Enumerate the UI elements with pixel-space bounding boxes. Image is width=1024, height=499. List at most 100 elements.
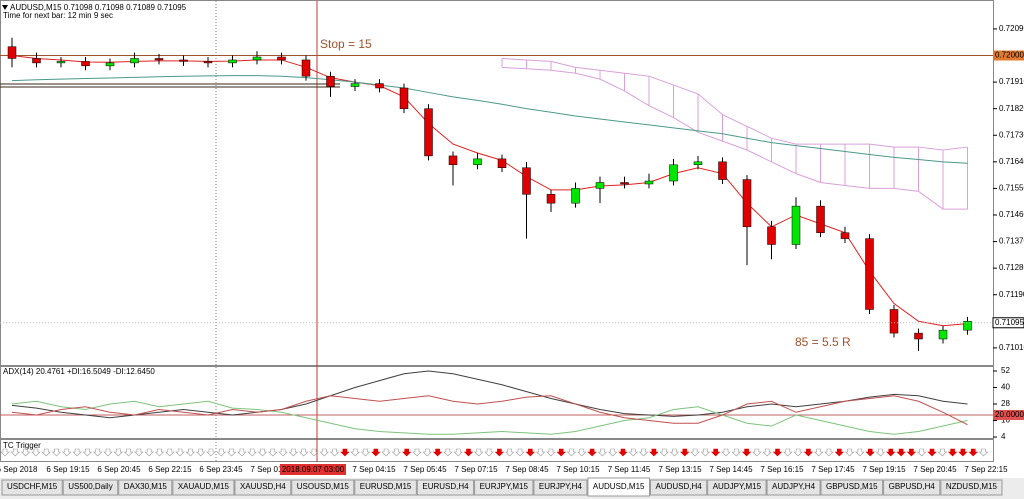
trigger-arrow bbox=[62, 448, 72, 457]
tab[interactable]: GBPUSD,M15 bbox=[820, 479, 884, 496]
trigger-arrow bbox=[216, 448, 227, 457]
tab-background[interactable] bbox=[1, 479, 63, 496]
trigger-arrow bbox=[659, 448, 669, 457]
time-axis bbox=[0, 463, 1024, 478]
tab-label[interactable]: EURJPY,M15 bbox=[480, 482, 529, 491]
trigger-arrow bbox=[195, 448, 206, 457]
trigger-arrow bbox=[51, 448, 62, 457]
tab[interactable]: EURJPY,M15 bbox=[474, 479, 534, 496]
trigger-arrow bbox=[412, 448, 422, 457]
tab-background[interactable] bbox=[766, 479, 821, 496]
candle-body bbox=[424, 108, 433, 157]
tab-background[interactable] bbox=[172, 479, 235, 496]
tab[interactable]: GBPUSD,H4 bbox=[883, 479, 941, 496]
trigger-arrow bbox=[710, 448, 721, 457]
trigger-arrow bbox=[968, 448, 978, 457]
tab[interactable]: AUDUSD,H4 bbox=[649, 479, 708, 496]
tab-background[interactable] bbox=[707, 479, 767, 496]
tab[interactable]: EURUSD,H4 bbox=[416, 479, 475, 496]
tab-label[interactable]: AUDJPY,H4 bbox=[772, 482, 816, 491]
tab-background[interactable] bbox=[354, 479, 417, 496]
collapse-icon[interactable] bbox=[2, 5, 8, 10]
trigger-arrow bbox=[309, 448, 319, 457]
trigger-arrow bbox=[813, 448, 824, 457]
trigger-arrow bbox=[772, 448, 783, 457]
tab-background[interactable] bbox=[62, 479, 119, 496]
main-panel bbox=[0, 0, 994, 366]
tab[interactable]: NZDUSD,M15 bbox=[940, 479, 1003, 496]
trigger-arrow bbox=[453, 448, 463, 457]
trigger-arrow bbox=[875, 448, 886, 457]
tab-label[interactable]: GBPUSD,M15 bbox=[826, 482, 878, 491]
tab-background[interactable] bbox=[820, 479, 884, 496]
tab-background[interactable] bbox=[118, 479, 173, 496]
tab[interactable]: USOUSD,M15 bbox=[291, 479, 355, 496]
price-label: 0.71095 bbox=[995, 318, 1024, 327]
tab-label[interactable]: AUDJPY,M15 bbox=[713, 482, 762, 491]
tab[interactable]: DAX30,M15 bbox=[118, 479, 173, 496]
trigger-arrow bbox=[298, 448, 309, 457]
trigger-arrow bbox=[628, 448, 639, 457]
tab-label[interactable]: EURUSD,H4 bbox=[422, 482, 469, 491]
trigger-arrow bbox=[886, 448, 896, 457]
tab[interactable]: USDCHF,M15 bbox=[1, 479, 63, 496]
tab-background[interactable] bbox=[291, 479, 355, 496]
tab-label[interactable]: EURUSD,M15 bbox=[360, 482, 412, 491]
tab-background[interactable] bbox=[533, 479, 588, 496]
tab[interactable]: XAUUSD,H4 bbox=[234, 479, 292, 496]
tab-background[interactable] bbox=[416, 479, 475, 496]
moving-average bbox=[11, 55, 968, 327]
trigger-arrow bbox=[443, 448, 453, 457]
trigger-arrow bbox=[20, 448, 31, 457]
trigger-arrow bbox=[978, 448, 989, 457]
trigger-arrow bbox=[41, 448, 51, 457]
tab-label[interactable]: NZDUSD,M15 bbox=[946, 482, 998, 491]
tab-label[interactable]: USDCHF,M15 bbox=[7, 482, 58, 491]
trigger-arrow bbox=[577, 448, 587, 457]
tab[interactable]: AUDJPY,H4 bbox=[766, 479, 821, 496]
trigger-arrow bbox=[175, 448, 185, 457]
trigger-arrow bbox=[958, 448, 968, 457]
tab-background[interactable] bbox=[474, 479, 534, 496]
trigger-arrow bbox=[31, 448, 41, 457]
candle-body bbox=[840, 232, 850, 239]
tab-background[interactable] bbox=[587, 477, 650, 497]
tab-background[interactable] bbox=[883, 479, 941, 496]
trigger-arrow bbox=[535, 448, 546, 457]
tab-label[interactable]: GBPUSD,H4 bbox=[889, 482, 936, 491]
trigger-arrow bbox=[391, 448, 402, 457]
candle-body bbox=[742, 179, 752, 228]
tab-background[interactable] bbox=[234, 479, 292, 496]
trigger-arrow bbox=[741, 448, 752, 457]
tab-label[interactable]: AUDUSD,M15 bbox=[593, 482, 645, 491]
tab-label[interactable]: EURJPY,H4 bbox=[539, 482, 583, 491]
tab-background[interactable] bbox=[649, 479, 708, 496]
y-tick-label: 28 bbox=[1001, 399, 1010, 408]
tab-label[interactable]: USOUSD,M15 bbox=[297, 482, 350, 491]
time-label: 6 Sep 23:45 bbox=[199, 465, 243, 474]
tab-label[interactable]: US500,Daily bbox=[68, 482, 112, 491]
candle-body bbox=[399, 87, 409, 109]
tab-label[interactable]: DAX30,M15 bbox=[124, 482, 168, 491]
tab-label[interactable]: XAUUSD,H4 bbox=[240, 482, 286, 491]
trigger-arrow bbox=[515, 448, 525, 457]
trigger-arrow bbox=[340, 448, 350, 457]
tab-label[interactable]: XAUAUD,M15 bbox=[178, 482, 230, 491]
trigger-arrow bbox=[247, 448, 257, 457]
trigger-title: TC Trigger bbox=[3, 441, 41, 450]
candle-body bbox=[595, 182, 605, 189]
tab[interactable]: EURJPY,H4 bbox=[533, 479, 588, 496]
tab[interactable]: EURUSD,M15 bbox=[354, 479, 417, 496]
tab[interactable]: AUDUSD,M15 bbox=[587, 477, 650, 497]
tab[interactable]: AUDJPY,M15 bbox=[707, 479, 767, 496]
tab[interactable]: US500,Daily bbox=[62, 479, 119, 496]
candle-body bbox=[105, 62, 115, 67]
tab-background[interactable] bbox=[940, 479, 1003, 496]
tab-label[interactable]: AUDUSD,H4 bbox=[655, 482, 702, 491]
time-label: 7 Sep 07:15 bbox=[454, 465, 498, 474]
candle-body bbox=[791, 205, 801, 245]
tab[interactable]: XAUAUD,M15 bbox=[172, 479, 235, 496]
